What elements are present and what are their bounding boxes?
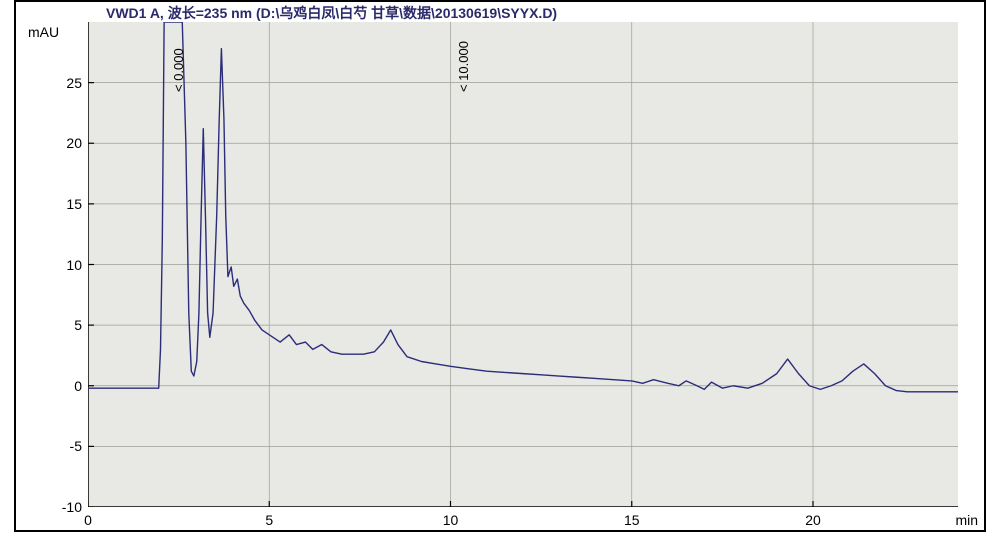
chromatogram-svg xyxy=(88,22,958,507)
y-tick-label: 0 xyxy=(74,378,82,394)
y-tick-label: 20 xyxy=(66,135,82,151)
y-tick-label: 15 xyxy=(66,196,82,212)
x-tick-label: 10 xyxy=(443,512,459,528)
x-tick-label: 15 xyxy=(624,512,640,528)
x-axis-unit: min xyxy=(955,512,978,528)
y-tick-label: -5 xyxy=(70,438,82,454)
chromatogram-frame: VWD1 A, 波长=235 nm (D:\乌鸡白凤\白芍 甘草\数据\2013… xyxy=(0,0,1000,536)
y-tick-label: -10 xyxy=(62,499,82,515)
chart-title: VWD1 A, 波长=235 nm (D:\乌鸡白凤\白芍 甘草\数据\2013… xyxy=(106,3,557,23)
x-tick-label: 20 xyxy=(805,512,821,528)
y-tick-label: 10 xyxy=(66,257,82,273)
peak-annotation: < 0.000 xyxy=(171,48,186,92)
y-tick-label: 25 xyxy=(66,75,82,91)
plot-area xyxy=(88,22,958,507)
y-tick-label: 5 xyxy=(74,317,82,333)
peak-annotation: < 10.000 xyxy=(456,41,471,92)
x-tick-label: 0 xyxy=(84,512,92,528)
y-axis-unit: mAU xyxy=(28,24,59,40)
x-tick-label: 5 xyxy=(265,512,273,528)
